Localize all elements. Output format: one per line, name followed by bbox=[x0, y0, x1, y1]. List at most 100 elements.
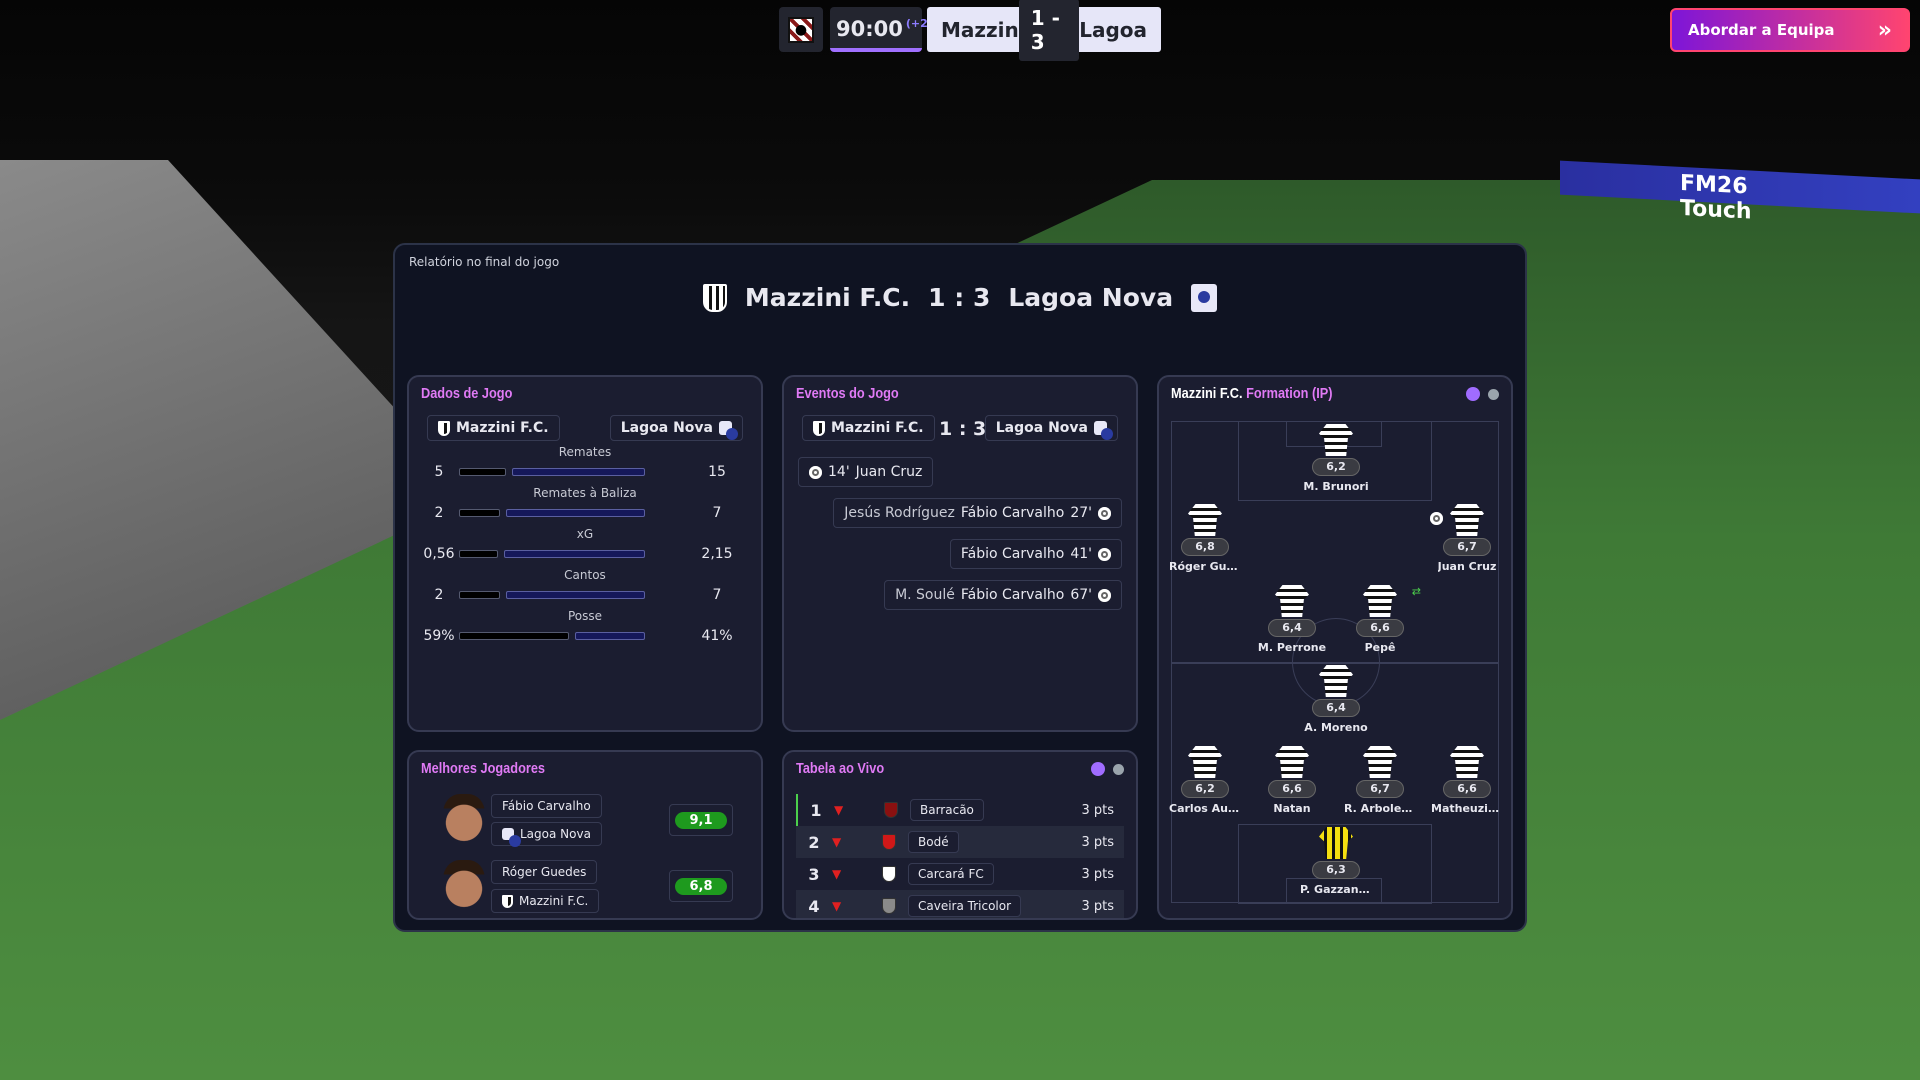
event-minute: 67' bbox=[1070, 587, 1092, 603]
player-name: A. Moreno bbox=[1304, 721, 1368, 734]
team-points: 3 pts bbox=[1081, 866, 1114, 882]
player-rating: 6,8 bbox=[1181, 538, 1229, 556]
mazzini-crest-icon bbox=[813, 420, 825, 436]
scoreboard: Mazzin 1 - 3 Lagoa bbox=[927, 0, 1161, 61]
mazzini-crest-icon bbox=[438, 420, 450, 436]
stat-away-bar bbox=[512, 468, 645, 476]
goal-event: M. Soulé Fábio Carvalho 67' bbox=[884, 580, 1122, 610]
goal-event: Jesús Rodríguez Fábio Carvalho 27' bbox=[833, 498, 1122, 528]
page-dot[interactable] bbox=[1113, 764, 1124, 775]
camera-view-button[interactable]: ● bbox=[779, 7, 823, 52]
home-short: Mazzin bbox=[941, 17, 1019, 42]
goal-event: Fábio Carvalho 41' bbox=[949, 539, 1122, 569]
page-indicator[interactable] bbox=[1091, 762, 1124, 776]
player-name-chip[interactable]: Róger Guedes bbox=[491, 860, 598, 884]
away-short: Lagoa bbox=[1079, 17, 1147, 42]
team-points: 3 pts bbox=[1081, 834, 1114, 850]
event-scorer: Fábio Carvalho bbox=[960, 587, 1065, 603]
player-name: R. Arboleda bbox=[1344, 802, 1416, 815]
shirt-icon bbox=[1319, 665, 1353, 697]
card-title: Dados de Jogo bbox=[421, 385, 513, 402]
table-row[interactable]: 4 ▼ Caveira Tricolor 3 pts bbox=[796, 890, 1124, 918]
away-team-chip[interactable]: Lagoa Nova bbox=[609, 415, 743, 441]
home-team: Mazzini F.C. bbox=[744, 283, 911, 312]
rating-value: 6,8 bbox=[675, 877, 727, 895]
approach-team-button[interactable]: Abordar a Equipa » bbox=[1670, 8, 1910, 52]
shirt-icon bbox=[1319, 424, 1353, 456]
event-scorer: Juan Cruz bbox=[855, 464, 923, 480]
card-title: Tabela ao Vivo bbox=[796, 760, 885, 777]
added-time: (+2) bbox=[905, 17, 933, 30]
stat-label: Remates à Baliza bbox=[533, 486, 637, 500]
formation-player[interactable]: 6,4 M. Perrone bbox=[1247, 585, 1337, 654]
team-crest-icon bbox=[882, 866, 896, 882]
player-rating: 6,7 bbox=[1356, 780, 1404, 798]
formation-player[interactable]: 6,6 Natan bbox=[1247, 746, 1337, 815]
stat-row: 2 7 bbox=[409, 505, 761, 521]
player-name: Fábio Carvalho bbox=[502, 799, 591, 813]
team-points: 3 pts bbox=[1081, 802, 1114, 818]
away-team: Lagoa Nova bbox=[1008, 283, 1174, 312]
final-score: 1 : 3 bbox=[928, 283, 991, 312]
formation-player[interactable]: 6,8 Róger Guedes bbox=[1160, 504, 1250, 573]
shirt-icon bbox=[1450, 746, 1484, 778]
table-row[interactable]: 3 ▼ Carcará FC 3 pts bbox=[796, 858, 1124, 890]
stat-label: xG bbox=[576, 527, 594, 541]
player-rating: 6,7 bbox=[1443, 538, 1491, 556]
player-team-chip[interactable]: Lagoa Nova bbox=[491, 822, 602, 847]
player-name: Matheuzinho bbox=[1431, 802, 1503, 815]
approach-label: Abordar a Equipa bbox=[1688, 21, 1835, 39]
lagoa-crest-icon bbox=[1191, 283, 1218, 312]
player-name: Róger Guedes bbox=[502, 865, 587, 879]
home-team-chip[interactable]: Mazzini F.C. bbox=[427, 415, 560, 441]
chevron-down-icon: ▼ bbox=[834, 803, 844, 817]
table-row[interactable]: 1 ▼ Barracão 3 pts bbox=[796, 794, 1124, 826]
stat-home-bar bbox=[459, 509, 500, 517]
stat-home-bar bbox=[459, 550, 498, 558]
formation-player[interactable]: 6,4 A. Moreno bbox=[1291, 665, 1381, 734]
player-name: Pepê bbox=[1364, 641, 1396, 654]
player-name: M. Brunori bbox=[1303, 480, 1369, 493]
player-team-chip[interactable]: Mazzini F.C. bbox=[491, 889, 600, 913]
report-header: Mazzini F.C. 1 : 3 Lagoa Nova bbox=[395, 283, 1525, 312]
stat-home-bar bbox=[459, 591, 500, 599]
team-name: Caveira Tricolor bbox=[908, 895, 1022, 917]
formation-player[interactable]: 6,6 Matheuzinho bbox=[1422, 746, 1512, 815]
goal-icon bbox=[809, 465, 822, 479]
formation-team: Mazzini F.C. bbox=[1171, 385, 1243, 402]
page-dot[interactable] bbox=[1488, 389, 1499, 400]
score: 1 - 3 bbox=[1018, 0, 1080, 61]
shirt-icon bbox=[1363, 746, 1397, 778]
formation-player[interactable]: 6,7 Juan Cruz bbox=[1422, 504, 1512, 573]
formation-player[interactable]: 6,2 Carlos Augusto bbox=[1160, 746, 1250, 815]
home-team-name: Mazzini F.C. bbox=[831, 420, 924, 436]
stat-home-value: 5 bbox=[434, 464, 444, 480]
player-name-chip[interactable]: Fábio Carvalho bbox=[491, 794, 602, 818]
formation-player[interactable]: 6,7 R. Arboleda bbox=[1335, 746, 1425, 815]
formation-player[interactable]: 6,3 P. Gazzaniga bbox=[1291, 827, 1381, 896]
player-rating: 6,6 bbox=[1443, 780, 1491, 798]
shirt-icon bbox=[1319, 827, 1353, 859]
page-dot-active[interactable] bbox=[1466, 387, 1480, 401]
team-crest-icon bbox=[884, 802, 898, 818]
lagoa-crest-icon bbox=[1094, 421, 1113, 440]
event-minute: 27' bbox=[1070, 505, 1092, 521]
formation-player[interactable]: 6,2 M. Brunori bbox=[1291, 424, 1381, 493]
page-indicator[interactable] bbox=[1466, 387, 1499, 401]
table-position: 4 bbox=[808, 896, 820, 916]
stat-home-value: 59% bbox=[423, 628, 455, 644]
match-timer: 90:00 (+2) bbox=[830, 7, 933, 52]
formation-player[interactable]: ⇄ 6,6 Pepê bbox=[1335, 585, 1425, 654]
away-team-chip[interactable]: Lagoa Nova bbox=[984, 415, 1118, 441]
page-dot-active[interactable] bbox=[1091, 762, 1105, 776]
event-minute: 41' bbox=[1070, 546, 1092, 562]
stat-away-value: 7 bbox=[712, 505, 722, 521]
table-row[interactable]: 2 ▼ Bodé 3 pts bbox=[796, 826, 1124, 858]
stat-home-bar bbox=[459, 468, 506, 476]
home-team-chip[interactable]: Mazzini F.C. bbox=[802, 415, 935, 441]
table-position: 3 bbox=[808, 864, 820, 884]
chevron-down-icon: ▼ bbox=[832, 867, 842, 881]
event-minute: 14' bbox=[828, 464, 850, 480]
stat-away-bar bbox=[575, 632, 645, 640]
player-team: Lagoa Nova bbox=[520, 827, 591, 841]
